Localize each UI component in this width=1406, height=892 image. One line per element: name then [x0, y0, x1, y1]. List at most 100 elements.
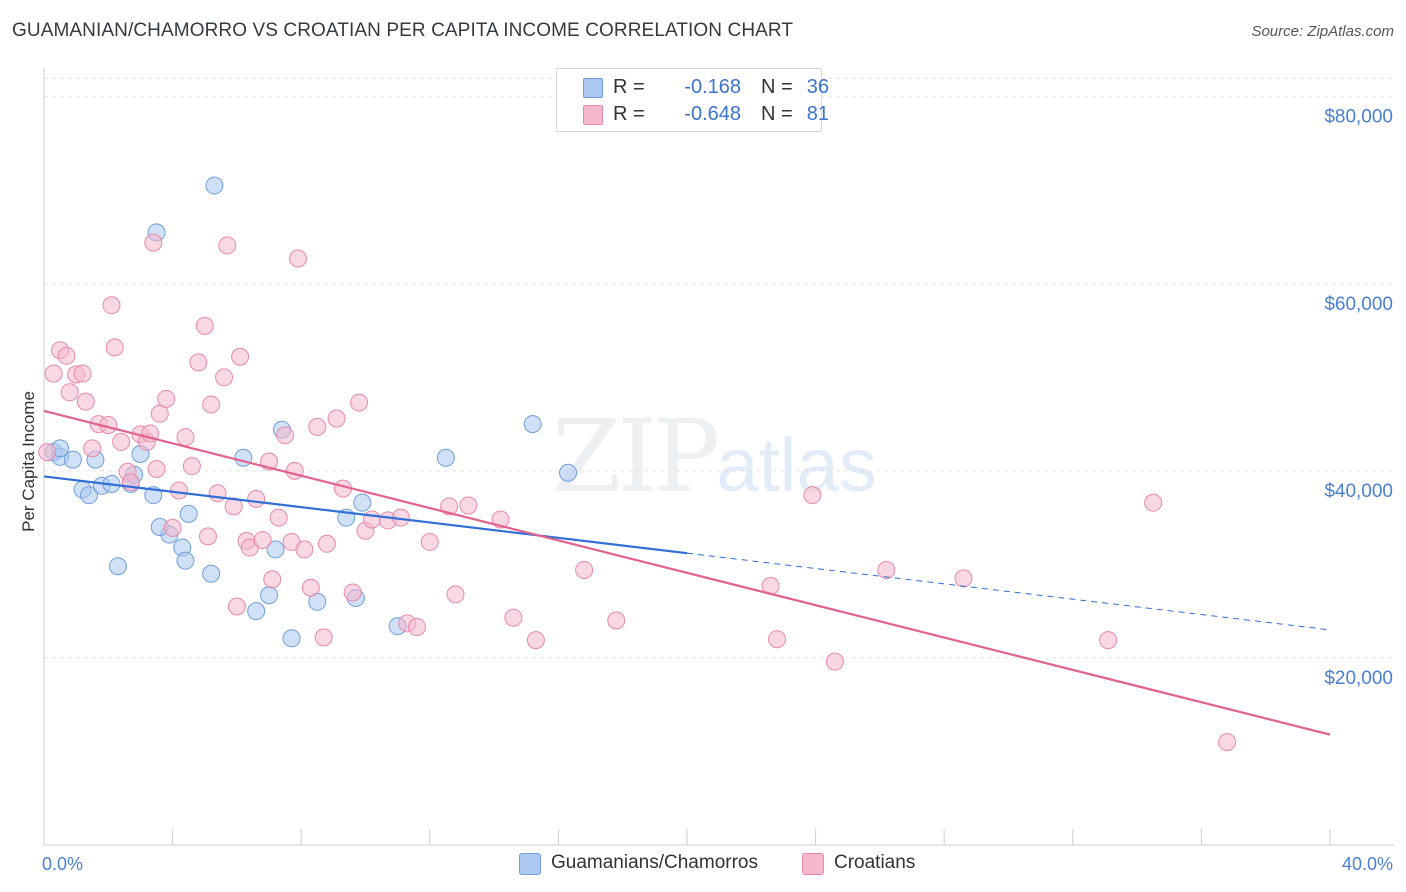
legend-n-label: N = [761, 103, 793, 125]
data-point [288, 249, 307, 268]
data-point [80, 486, 99, 505]
chart-title: GUAMANIAN/CHAMORRO VS CROATIAN PER CAPIT… [12, 20, 794, 41]
data-point [44, 364, 63, 383]
data-point [420, 532, 439, 551]
y-axis-label: Per Capita Income [19, 391, 38, 532]
data-point [282, 629, 301, 648]
data-point [459, 496, 478, 515]
data-point [182, 457, 201, 476]
data-point [38, 443, 57, 462]
data-point [157, 389, 176, 408]
data-point [260, 586, 279, 605]
data-point [407, 618, 426, 637]
watermark-atlas: atlas [716, 423, 877, 508]
legend-swatch-croatian [583, 105, 603, 125]
data-point [607, 611, 626, 630]
data-point [523, 415, 542, 434]
data-point [60, 383, 79, 402]
data-point [170, 481, 189, 500]
bottom-legend-label: Croatians [834, 852, 916, 873]
data-point [215, 368, 234, 387]
data-point [1144, 493, 1163, 512]
data-point [202, 395, 221, 414]
data-point [218, 236, 237, 255]
legend-r-value: -0.168 [684, 76, 741, 98]
data-point [179, 504, 198, 523]
data-point [189, 353, 208, 372]
data-point [877, 561, 896, 580]
data-point [205, 176, 224, 195]
data-point [436, 448, 455, 467]
data-point [105, 338, 124, 357]
data-point [504, 608, 523, 627]
data-point [208, 484, 227, 503]
data-point [147, 459, 166, 478]
data-point [247, 489, 266, 508]
data-point [63, 450, 82, 469]
data-point [308, 417, 327, 436]
legend-swatch-guamanian [583, 78, 603, 98]
legend-r-label: R = [613, 76, 645, 98]
data-point [73, 364, 92, 383]
data-point [301, 578, 320, 597]
data-point [198, 527, 217, 546]
legend-n-value: 36 [806, 76, 829, 98]
y-tick-label: $20,000 [1324, 668, 1393, 689]
bottom-legend-label: Guamanians/Chamorros [551, 852, 758, 873]
x-tick-label-max: 40.0% [1342, 854, 1393, 874]
y-tick-label: $80,000 [1324, 107, 1393, 128]
gridlines [44, 77, 1394, 659]
bottom-legend-swatch-croatian [802, 853, 824, 875]
data-point [253, 531, 272, 550]
data-point [285, 461, 304, 480]
data-point [231, 347, 250, 366]
source-label: Source: ZipAtlas.com [1251, 23, 1394, 40]
data-point [202, 564, 221, 583]
trend-line-guamanian-extension [686, 552, 1331, 631]
legend-n-label: N = [761, 76, 793, 98]
data-point [295, 540, 314, 559]
data-point [575, 561, 594, 580]
legend-r-value: -0.648 [684, 103, 741, 125]
trend-line-croatian [43, 409, 1331, 736]
data-point [176, 428, 195, 447]
data-point [76, 392, 95, 411]
series-0 [44, 176, 578, 648]
data-point [247, 602, 266, 621]
data-point [112, 432, 131, 451]
data-point [353, 493, 372, 512]
trend-line-guamanian [43, 475, 688, 555]
watermark-zip: ZIP [552, 398, 720, 515]
watermark: ZIPatlas [552, 398, 877, 515]
data-point [559, 463, 578, 482]
data-point [954, 569, 973, 588]
data-point [317, 534, 336, 553]
y-tick-label: $40,000 [1324, 481, 1393, 502]
data-point [276, 426, 295, 445]
data-point [144, 233, 163, 252]
legend-n-value: 81 [806, 103, 829, 125]
data-point [1099, 631, 1118, 650]
correlation-legend: R = -0.168 N = 36 R = -0.648 N = 81 [556, 68, 829, 132]
data-point [825, 652, 844, 671]
data-point [327, 409, 346, 428]
data-point [176, 551, 195, 570]
data-point [266, 540, 285, 559]
data-point [57, 346, 76, 365]
data-point [526, 631, 545, 650]
data-point [446, 585, 465, 604]
data-point [108, 557, 127, 576]
data-point [343, 583, 362, 602]
data-point [1218, 733, 1237, 752]
data-points [38, 176, 1237, 752]
data-point [263, 570, 282, 589]
axis-labels: $20,000 $40,000 $60,000 $80,000 0.0% 40.0% Per… [19, 107, 1393, 874]
data-point [83, 439, 102, 458]
trend-lines [43, 409, 1331, 736]
data-point [102, 296, 121, 315]
x-tick-label-min: 0.0% [42, 854, 83, 874]
data-point [269, 508, 288, 527]
data-point [150, 404, 169, 423]
data-point [314, 628, 333, 647]
data-point [227, 597, 246, 616]
